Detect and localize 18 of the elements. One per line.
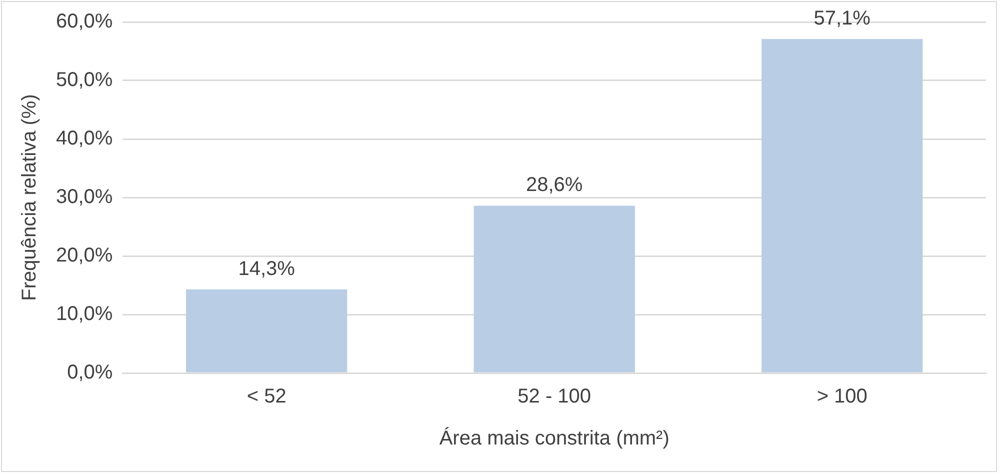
x-tick-label: < 52 xyxy=(246,386,286,408)
bar xyxy=(474,206,635,372)
y-tick-label: 40,0% xyxy=(56,128,113,150)
data-label: 28,6% xyxy=(526,174,583,196)
y-tick-label: 20,0% xyxy=(56,244,113,267)
x-tick-label: 52 - 100 xyxy=(518,386,592,408)
data-label: 57,1% xyxy=(814,7,871,30)
y-axis-title: Frequência relativa (%) xyxy=(18,94,41,301)
x-axis-title: Área mais constrita (mm²) xyxy=(439,426,670,450)
y-tick-label: 30,0% xyxy=(56,186,113,208)
y-tick-label: 0,0% xyxy=(67,362,113,384)
y-tick-label: 50,0% xyxy=(56,69,113,92)
data-label: 14,3% xyxy=(238,258,296,280)
bar xyxy=(186,289,348,372)
bar xyxy=(762,38,923,372)
y-tick-label: 10,0% xyxy=(56,303,113,326)
y-tick-label: 60,0% xyxy=(56,10,113,33)
x-tick-label: > 100 xyxy=(816,386,868,408)
